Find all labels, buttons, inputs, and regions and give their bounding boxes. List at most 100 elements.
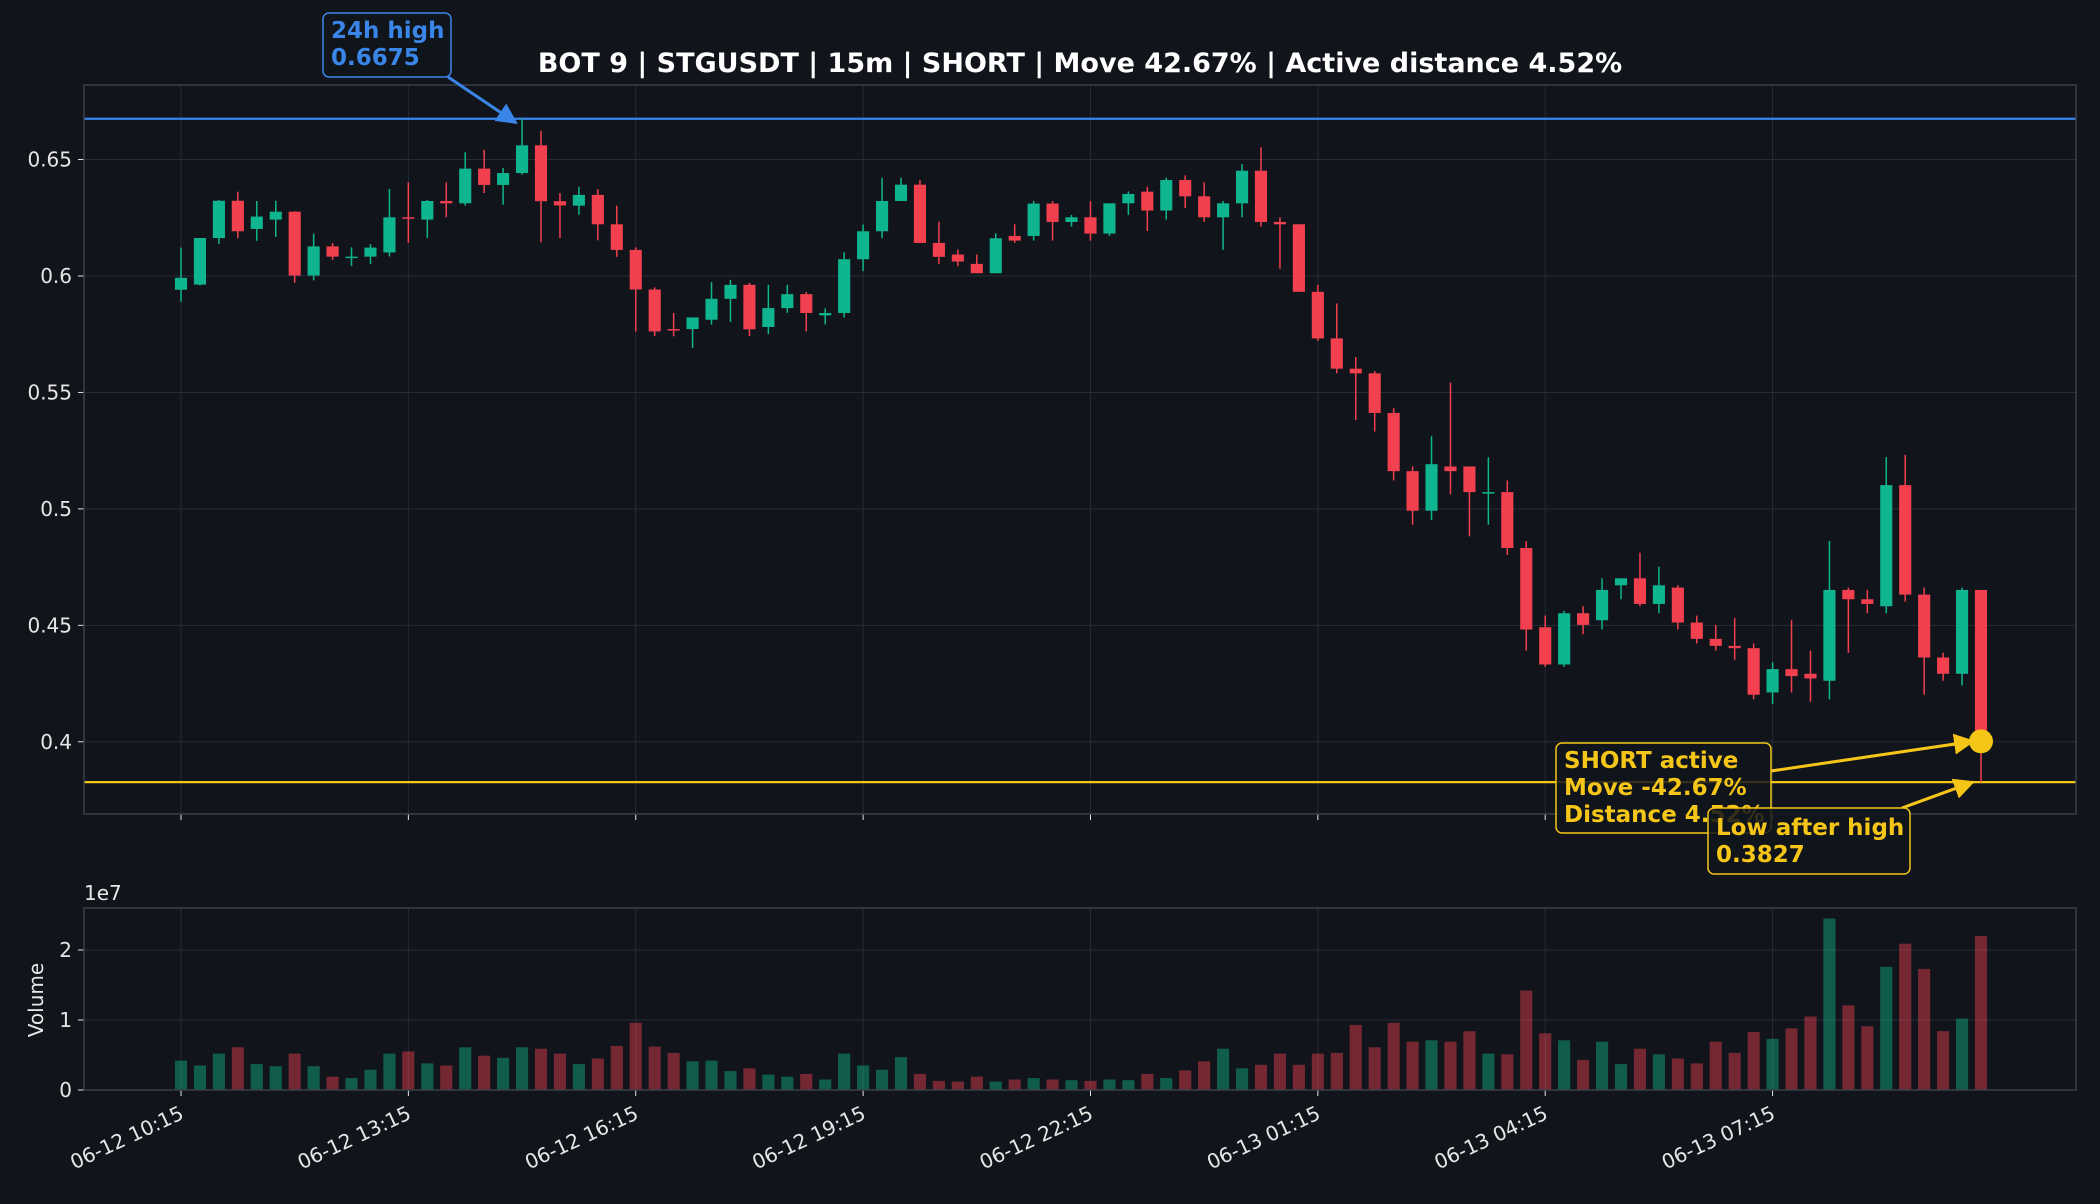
candle-body — [515, 145, 529, 174]
volume-bar — [1425, 1040, 1438, 1090]
candle-body — [174, 277, 188, 290]
volume-bar — [1482, 1053, 1495, 1090]
volume-bar — [1008, 1079, 1021, 1090]
candle — [1217, 200, 1230, 250]
volume-bar — [1709, 1041, 1722, 1090]
candle-body — [724, 284, 737, 299]
annotation-box — [1707, 807, 1911, 875]
price-plot-area — [84, 85, 2076, 814]
candle-body — [1103, 203, 1116, 234]
candle — [345, 247, 358, 266]
candle-body — [1141, 191, 1154, 211]
volume-bar — [250, 1064, 263, 1090]
candle-body — [1311, 291, 1324, 339]
volume-bar — [1880, 966, 1893, 1090]
candle — [1235, 163, 1249, 218]
candle — [231, 191, 244, 239]
candle-body — [1955, 589, 1969, 674]
candle — [1501, 480, 1514, 556]
price-y-tick-label: 0.55 — [27, 380, 72, 404]
candle-body — [383, 217, 396, 253]
candle-body — [1387, 412, 1400, 472]
candle-body — [932, 242, 945, 257]
candle — [1311, 284, 1324, 341]
candle-body — [648, 289, 661, 332]
active-position-marker — [1969, 729, 1993, 754]
candle-body — [667, 329, 680, 331]
candle-body — [1444, 466, 1457, 472]
candle — [326, 243, 339, 260]
candle — [591, 189, 604, 241]
annotation-text: SHORT active — [1564, 748, 1738, 774]
candle-body — [212, 200, 225, 239]
volume-bar — [1160, 1078, 1173, 1090]
candle — [553, 193, 567, 239]
volume-bar — [1918, 968, 1931, 1090]
annotation-text: 24h high — [331, 18, 444, 44]
volume-bar — [800, 1073, 813, 1090]
volume-bar — [970, 1076, 983, 1090]
volume-y-tick-label: 1 — [59, 1008, 72, 1032]
candle — [572, 186, 585, 215]
candle — [1027, 200, 1040, 241]
volume-bar — [1463, 1031, 1476, 1090]
volume-scale-label: 1e7 — [84, 881, 122, 905]
volume-bar — [1747, 1031, 1760, 1090]
candle — [1103, 203, 1116, 236]
candle — [269, 200, 282, 237]
candle — [1387, 408, 1400, 481]
volume-axis-label: Volume — [24, 963, 48, 1037]
volume-bar — [1614, 1064, 1628, 1090]
volume-bar — [781, 1076, 794, 1090]
candle-body — [762, 308, 775, 327]
volume-bar — [1690, 1063, 1703, 1090]
candle-body — [1766, 669, 1779, 693]
candle — [1880, 457, 1893, 614]
volume-bar — [307, 1066, 320, 1090]
candle — [193, 238, 207, 286]
candle-body — [1918, 594, 1931, 658]
candle-body — [497, 173, 510, 185]
annotation-arrow — [1770, 733, 1976, 773]
volume-bar — [1103, 1079, 1116, 1090]
candle-body — [1861, 599, 1874, 604]
annotation-text: 0.3827 — [1716, 842, 1805, 868]
volume-bar — [762, 1074, 775, 1090]
volume-bar — [1065, 1080, 1078, 1090]
candle-body — [288, 211, 301, 276]
candle-body — [1027, 203, 1040, 236]
candle — [1444, 382, 1457, 495]
candle-body — [951, 254, 964, 262]
volume-bar — [1595, 1041, 1609, 1090]
candle — [440, 182, 453, 218]
candle — [1179, 175, 1192, 208]
candle — [1520, 541, 1533, 651]
candle-body — [686, 317, 699, 330]
candle — [1804, 650, 1817, 702]
volume-bar — [1633, 1048, 1647, 1090]
candle — [497, 167, 510, 205]
volume-bar — [686, 1061, 699, 1090]
candle-body — [970, 263, 983, 274]
candle-body — [1633, 578, 1647, 604]
volume-bar — [743, 1068, 756, 1090]
volume-bar — [913, 1073, 927, 1090]
volume-bar — [1235, 1068, 1249, 1090]
volume-bar — [1842, 1005, 1855, 1090]
candle-body — [345, 256, 358, 259]
candle-body — [1728, 645, 1741, 649]
candle — [307, 233, 320, 281]
candle — [1823, 541, 1836, 700]
candle — [1406, 466, 1419, 525]
candle — [667, 313, 680, 337]
candle — [1539, 615, 1552, 667]
price-y-tick-label: 0.45 — [27, 613, 72, 637]
candle — [459, 152, 472, 206]
candle — [800, 292, 813, 332]
candle-body — [1804, 673, 1817, 679]
candle — [857, 224, 870, 272]
candle — [515, 118, 529, 175]
candle — [1861, 589, 1874, 614]
